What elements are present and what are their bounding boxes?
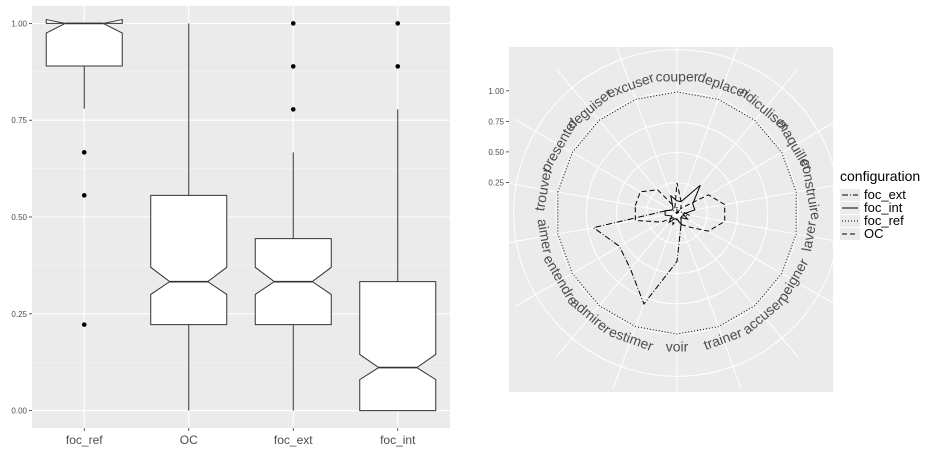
radial-spoke [556,69,678,214]
x-tick-label: OC [180,433,198,447]
legend-key-oc [840,227,860,240]
legend-label-oc: OC [864,226,884,241]
outlier-point [290,64,296,69]
radial-spoke [612,212,678,390]
legend-label-foc-ext: foc_ext [864,187,906,202]
y-tick-label: 1.00 [11,19,27,28]
y-tick-label: 0.50 [11,213,27,222]
legend-item-foc-ext: foc_ext [840,187,934,202]
radar-series-foc-ref [557,91,797,335]
outlier-point [290,107,296,112]
legend-title: configuration [840,168,921,184]
notched-box [359,281,437,412]
legend-label-foc-int: foc_int [864,200,903,215]
y-tick-label: 0.00 [11,407,27,416]
radar-axis-label: aimer [534,218,556,256]
radial-spoke [676,36,742,214]
legend-key-foc-ext [840,188,860,201]
r-tick-label: 0.50 [488,148,504,157]
r-tick-label: 1.00 [488,87,504,96]
y-tick-label: 0.25 [11,310,27,319]
radar-series-foc-ext [592,206,691,306]
radial-spoke [676,212,742,390]
outlier-point [290,21,296,26]
y-tick-label: 0.75 [11,116,27,125]
legend-key-foc-int [840,201,860,214]
x-tick-label: foc_ref [66,433,103,447]
radar-axis-label: laver [798,219,819,252]
outlier-point [81,322,87,327]
legend: configuration foc_ext foc_int foc_ref OC [840,168,934,241]
radar-axis-label: couper [656,69,699,85]
outlier-point [81,150,87,155]
notched-box [150,194,228,326]
boxplot-chart: 0.00 0.25 0.50 0.75 1.00 foc_ref OC foc_ext foc_… [11,6,450,447]
radial-spoke [492,179,678,214]
legend-item-oc: OC [840,226,934,241]
x-tick-label: foc_ext [274,433,313,447]
radar-chart: 0.250.500.751.00trouverpresenterdeguiser… [488,25,862,401]
radial-spoke [676,212,862,247]
radial-spoke [676,212,798,357]
radial-spoke [676,179,862,214]
legend-key-foc-ref [840,214,860,227]
radial-spoke [556,212,678,357]
notched-box [45,18,123,67]
r-tick-label: 0.25 [488,178,504,187]
radar-axis-label: voir [666,339,689,355]
outlier-point [81,193,87,198]
radial-spoke [612,36,678,214]
radar-axis-label: trouver [531,166,554,212]
radar-series-oc [634,182,726,232]
radial-spoke [676,69,798,214]
outlier-point [395,64,401,69]
radar-series-foc-int [664,184,701,226]
radial-spoke [676,212,840,308]
legend-item-foc-ref: foc_ref [840,213,934,228]
radial-spoke [514,212,678,308]
x-tick-label: foc_int [380,433,416,447]
radial-spoke [492,212,678,247]
r-tick-label: 0.75 [488,117,504,126]
outlier-point [395,21,401,26]
legend-item-foc-int: foc_int [840,200,934,215]
radial-spoke [514,118,678,214]
legend-label-foc-ref: foc_ref [864,213,904,228]
